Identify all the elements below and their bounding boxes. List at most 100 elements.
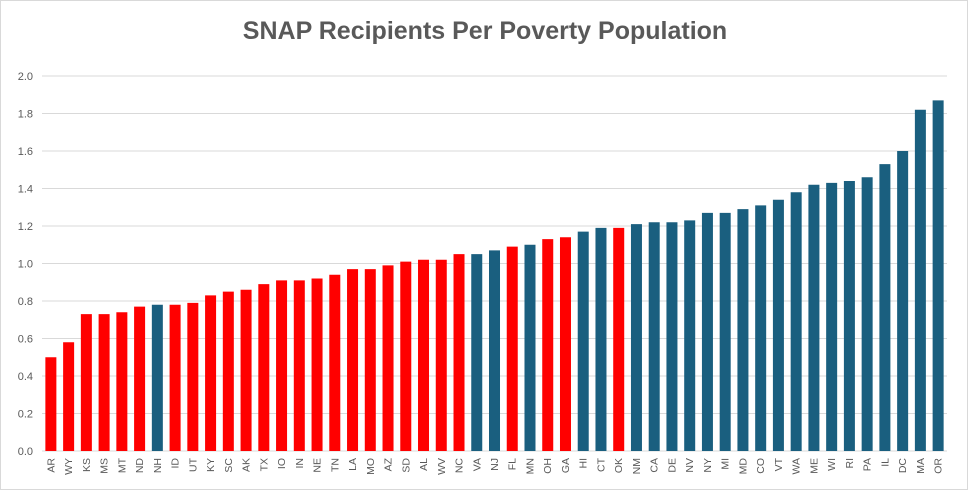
bar-ok — [613, 227, 625, 451]
x-tick-label: OH — [542, 458, 554, 474]
y-tick-label: 0.4 — [18, 371, 33, 383]
x-tick-label: RI — [844, 458, 856, 469]
x-tick-label: WV — [436, 458, 448, 475]
x-tick-label: SC — [223, 458, 235, 473]
x-tick-label: VA — [471, 458, 483, 471]
bar-io — [276, 280, 288, 451]
bar-ca — [648, 222, 660, 451]
bar-mt — [116, 312, 128, 451]
x-tick-label: NC — [454, 458, 466, 474]
x-tick-label: LA — [347, 458, 359, 471]
x-tick-label: AK — [241, 458, 253, 472]
x-tick-label: MT — [116, 457, 128, 473]
x-tick-label: NE — [312, 458, 324, 473]
bar-me — [808, 184, 820, 451]
bar-in — [293, 280, 305, 451]
x-tick-label: GA — [560, 458, 572, 473]
x-tick-label: MI — [720, 458, 732, 470]
y-tick-label: 0.0 — [18, 446, 33, 458]
x-tick-label: KS — [81, 458, 93, 472]
bar-vt — [772, 199, 784, 451]
x-tick-label: AR — [45, 458, 57, 473]
x-tick-label: AL — [418, 458, 430, 471]
x-tick-label: ND — [134, 458, 146, 474]
bar-ga — [559, 237, 571, 451]
bar-nm — [630, 224, 642, 451]
bar-sc — [222, 291, 234, 451]
x-tick-label: IL — [879, 458, 891, 467]
x-tick-label: NY — [702, 458, 714, 473]
bar-nv — [684, 220, 696, 451]
x-tick-label: IN — [294, 458, 306, 469]
bar-ri — [843, 181, 855, 451]
bar-mn — [524, 244, 536, 451]
bar-tx — [258, 284, 270, 451]
x-tick-label: NV — [684, 458, 696, 473]
x-tick-label: UT — [187, 457, 199, 472]
y-tick-label: 0.8 — [18, 296, 33, 308]
x-tick-label: DE — [666, 458, 678, 473]
bar-md — [737, 209, 749, 451]
y-tick-label: 0.2 — [18, 409, 33, 421]
bar-ut — [187, 302, 199, 451]
x-tick-label: CA — [649, 458, 661, 473]
bar-va — [471, 254, 483, 451]
bar-nd — [134, 306, 146, 451]
y-tick-label: 1.8 — [18, 109, 33, 121]
x-tick-label: HI — [578, 458, 590, 469]
bar-ms — [98, 314, 110, 451]
y-axis-ticks: 0.0 0.2 0.4 0.6 0.8 1.0 1.2 1.4 1.6 1.8 2.0 — [18, 71, 33, 458]
x-tick-label: OR — [933, 458, 945, 474]
x-tick-label: OK — [613, 458, 625, 473]
x-tick-label: ID — [170, 458, 182, 469]
bar-fl — [506, 246, 518, 451]
bar-ak — [240, 289, 252, 451]
bar-oh — [542, 239, 554, 451]
bar-ks — [80, 314, 92, 451]
x-tick-label: AZ — [383, 457, 395, 471]
bar-ny — [701, 212, 713, 451]
y-tick-label: 2.0 — [18, 71, 33, 83]
x-tick-label: NH — [152, 458, 164, 473]
x-tick-label: CO — [755, 458, 767, 474]
bar-wi — [826, 182, 838, 451]
bar-al — [418, 259, 430, 451]
x-tick-label: TN — [329, 458, 341, 472]
bar-az — [382, 265, 394, 451]
x-tick-label: MA — [915, 458, 927, 474]
x-tick-label: MD — [737, 458, 749, 475]
y-tick-label: 0.6 — [18, 334, 33, 346]
x-tick-label: WI — [826, 458, 838, 471]
bar-ky — [205, 295, 217, 451]
bar-ne — [311, 278, 323, 451]
bar-co — [755, 205, 767, 451]
bar-nh — [151, 304, 163, 451]
bar-dc — [897, 151, 909, 451]
x-tick-label: PA — [862, 458, 874, 471]
x-tick-label: DC — [897, 458, 909, 474]
bar-ma — [914, 109, 926, 451]
x-tick-label: FL — [507, 458, 519, 470]
x-tick-label: MO — [365, 458, 377, 475]
x-tick-label: SD — [400, 458, 412, 473]
x-tick-label: TX — [258, 458, 270, 471]
y-tick-label: 1.6 — [18, 146, 33, 158]
x-tick-label: NJ — [489, 458, 501, 471]
x-axis-ticks: AR WY KS MS MT ND NH ID UT KY SC AK TX IO IN NE TN LA MO AZ… — [45, 457, 944, 475]
bar-tn — [329, 274, 341, 451]
bars — [45, 100, 944, 451]
x-tick-label: WA — [791, 458, 803, 475]
chart-title: SNAP Recipients Per Poverty Population — [242, 17, 728, 45]
bar-wy — [63, 342, 75, 451]
x-tick-label: IO — [276, 458, 288, 469]
y-tick-label: 1.0 — [18, 259, 33, 271]
bar-hi — [577, 231, 589, 451]
bar-mi — [719, 212, 731, 451]
bar-la — [347, 269, 359, 451]
x-tick-label: WY — [63, 458, 75, 475]
bar-id — [169, 304, 181, 451]
x-tick-label: ME — [808, 458, 820, 474]
bar-ar — [45, 357, 57, 451]
